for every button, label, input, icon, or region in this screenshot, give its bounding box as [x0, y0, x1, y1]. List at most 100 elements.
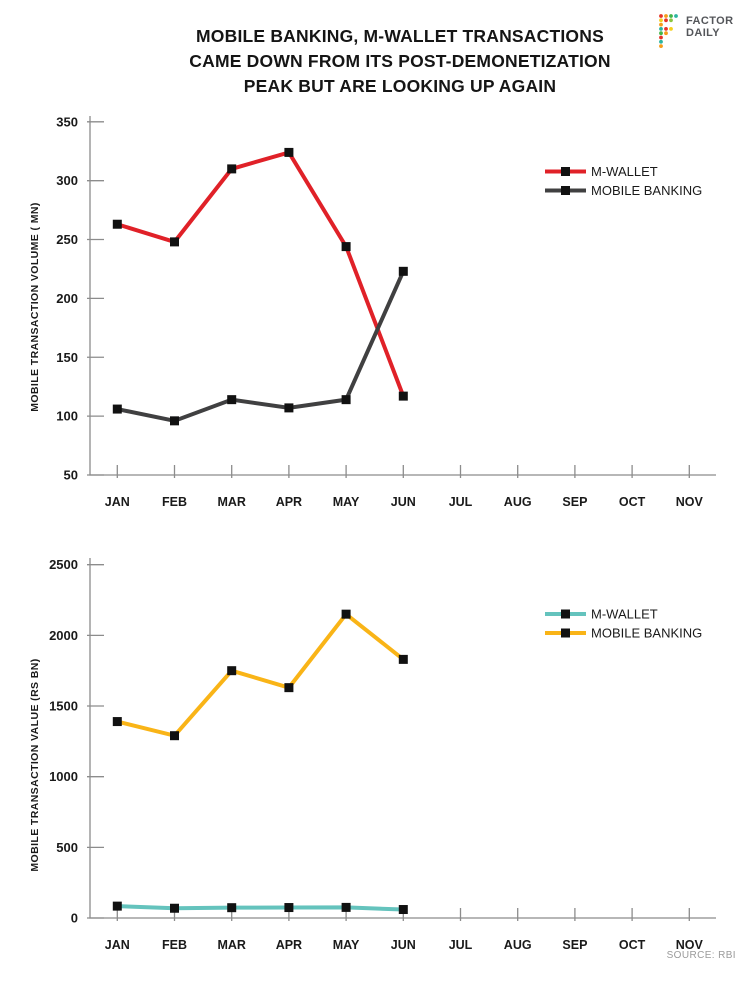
data-point-mobile-banking-feb	[170, 416, 179, 426]
factordaily-logo: FACTOR DAILY	[658, 13, 733, 49]
series-line-m-wallet	[116, 150, 406, 397]
series-mobile-banking	[112, 609, 408, 741]
logo-text-daily: DAILY	[686, 27, 720, 39]
data-point-mobile-banking-may	[341, 609, 351, 619]
y-tick-label: 150	[56, 350, 78, 365]
legend: M-WALLET MOBILE BANKING	[545, 164, 702, 198]
data-point-m-wallet-mar	[227, 164, 237, 174]
month-label: JUL	[449, 938, 473, 952]
data-point-m-wallet-may	[341, 242, 351, 252]
source-attribution: SOURCE: RBI	[666, 950, 736, 961]
data-point-mobile-banking-jun	[398, 654, 408, 664]
data-point-mobile-banking-apr	[284, 683, 294, 693]
month-label: MAY	[333, 495, 360, 509]
data-point-m-wallet-mar	[227, 903, 237, 913]
data-point-m-wallet-jun	[398, 391, 408, 401]
month-label: OCT	[619, 495, 646, 509]
series-line-mobile-banking	[116, 270, 406, 423]
x-axis: JAN FEB MAR APR MAY JUN JUL AUG SEP OCT NOV	[105, 908, 704, 952]
month-label: AUG	[504, 938, 532, 952]
y-tick-label: 0	[71, 911, 78, 926]
y-tick-label: 200	[56, 291, 78, 306]
data-point-m-wallet-jan	[112, 219, 122, 229]
legend-item-m-wallet: M-WALLET	[545, 607, 658, 622]
data-point-mobile-banking-apr	[284, 403, 294, 413]
month-label: JAN	[105, 938, 130, 952]
data-point-mobile-banking-feb	[170, 731, 179, 741]
title-line-3: PEAK BUT ARE LOOKING UP AGAIN	[243, 76, 557, 96]
data-point-mobile-banking-mar	[227, 666, 237, 676]
series-line-mobile-banking	[116, 611, 405, 738]
series-m-wallet	[112, 147, 408, 401]
month-label: NOV	[676, 938, 704, 952]
legend-item-m-wallet: M-WALLET	[545, 164, 658, 179]
legend-marker-icon	[561, 167, 570, 176]
data-point-m-wallet-apr	[284, 903, 294, 913]
month-label: MAY	[333, 938, 360, 952]
month-label: MAR	[217, 495, 245, 509]
y-axis-title: MOBILE TRANSACTION VALUE (RS BN)	[29, 658, 41, 871]
series-mobile-banking	[112, 266, 408, 426]
month-label: SEP	[562, 495, 587, 509]
legend-label: M-WALLET	[591, 607, 658, 622]
y-tick-label: 250	[56, 232, 78, 247]
data-point-mobile-banking-jun	[398, 266, 408, 276]
month-label: FEB	[162, 938, 187, 952]
data-point-mobile-banking-jan	[112, 404, 122, 414]
legend: M-WALLET MOBILE BANKING	[545, 607, 702, 641]
y-tick-label: 1500	[49, 699, 78, 714]
month-label: SEP	[562, 938, 587, 952]
y-tick-label: 100	[56, 409, 78, 424]
legend-label: MOBILE BANKING	[591, 183, 702, 198]
month-label: APR	[276, 495, 302, 509]
month-label: FEB	[162, 495, 187, 509]
data-point-m-wallet-apr	[284, 147, 294, 157]
legend-item-mobile-banking: MOBILE BANKING	[545, 183, 702, 198]
y-tick-label: 50	[64, 468, 78, 483]
month-label: AUG	[504, 495, 532, 509]
y-tick-label: 300	[56, 173, 78, 188]
y-tick-label: 500	[56, 840, 78, 855]
legend-label: MOBILE BANKING	[591, 626, 702, 641]
mobile-transaction-volume-chart: 50 100 150 200 250 300 350 JAN FEB MAR APR MAY JUN JU…	[29, 114, 716, 509]
y-axis-title: MOBILE TRANSACTION VOLUME ( MN)	[29, 202, 41, 412]
legend-marker-icon	[561, 186, 570, 195]
logo-wordmark: FACTOR DAILY	[686, 13, 733, 39]
y-tick-label: 1000	[49, 769, 78, 784]
month-label: JUN	[391, 938, 416, 952]
month-label: MAR	[217, 938, 245, 952]
data-point-m-wallet-feb	[170, 237, 179, 247]
factordaily-f-icon	[659, 14, 678, 48]
y-tick-label: 2500	[49, 557, 78, 572]
data-point-mobile-banking-may	[341, 395, 351, 405]
y-axis: 0 500 1000 1500 2000 2500	[49, 557, 104, 926]
y-tick-label: 2000	[49, 628, 78, 643]
data-point-m-wallet-jan	[112, 901, 122, 911]
month-label: JUL	[449, 495, 473, 509]
month-label: APR	[276, 938, 302, 952]
series-line-m-wallet	[117, 904, 404, 912]
page-title: MOBILE BANKING, M-WALLET TRANSACTIONS CA…	[55, 24, 745, 99]
month-label: JUN	[391, 495, 416, 509]
title-line-2: CAME DOWN FROM ITS POST-DEMONETIZATION	[189, 51, 611, 71]
logo-text-factor: FACTOR	[686, 15, 734, 27]
month-label: OCT	[619, 938, 646, 952]
legend-item-mobile-banking: MOBILE BANKING	[545, 626, 702, 641]
series-m-wallet	[112, 901, 408, 915]
month-label: JAN	[105, 495, 130, 509]
mobile-transaction-value-chart: 0 500 1000 1500 2000 2500 JAN FEB MAR APR MAY JUN JU…	[29, 557, 716, 952]
data-point-m-wallet-may	[341, 902, 351, 912]
legend-label: M-WALLET	[591, 164, 658, 179]
data-point-mobile-banking-jan	[112, 717, 122, 727]
month-label: NOV	[676, 495, 704, 509]
y-tick-label: 350	[56, 114, 78, 129]
data-point-mobile-banking-mar	[227, 395, 237, 405]
legend-marker-icon	[561, 628, 570, 638]
x-axis: JAN FEB MAR APR MAY JUN JUL AUG SEP OCT NOV	[105, 465, 704, 509]
y-axis: 50 100 150 200 250 300 350	[56, 114, 104, 483]
data-point-m-wallet-feb	[170, 903, 179, 913]
legend-marker-icon	[561, 609, 570, 619]
data-point-m-wallet-jun	[398, 905, 408, 915]
title-line-1: MOBILE BANKING, M-WALLET TRANSACTIONS	[196, 26, 604, 46]
